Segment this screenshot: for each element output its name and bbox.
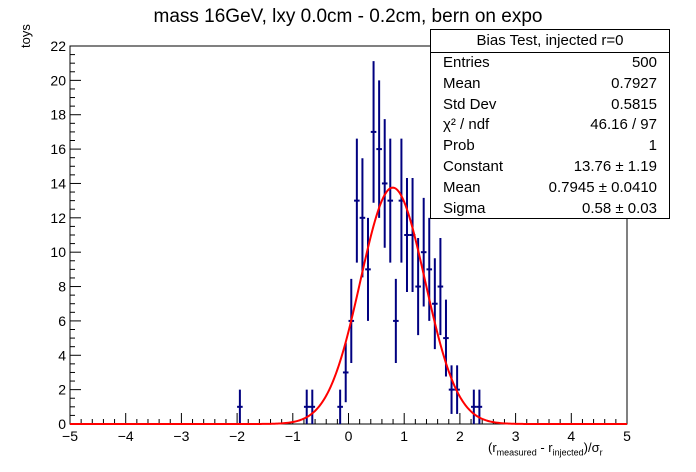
stats-row-prob: Prob 1 <box>431 136 669 157</box>
data-point <box>309 389 316 424</box>
y-tick-label: 6 <box>58 313 66 329</box>
data-point <box>370 61 377 203</box>
data-point <box>342 342 349 403</box>
stats-header: Bias Test, injected r=0 <box>431 30 669 53</box>
y-tick-label: 0 <box>58 416 66 432</box>
data-point <box>437 237 444 336</box>
stats-value: 0.7945 ± 0.0410 <box>548 178 657 196</box>
stats-label: Std Dev <box>443 95 497 113</box>
y-tick-label: 12 <box>50 210 66 226</box>
y-tick-label: 22 <box>50 38 66 54</box>
stats-label: Constant <box>443 157 504 175</box>
x-title-part: - r <box>536 440 553 455</box>
chart-title: mass 16GeV, lxy 0.0cm - 0.2cm, bern on e… <box>153 6 543 27</box>
stats-label: χ² / ndf <box>443 116 490 134</box>
y-tick-label: 4 <box>58 347 66 363</box>
x-title-sub: measured <box>496 447 537 458</box>
stats-value: 500 <box>631 54 657 71</box>
data-point <box>237 389 243 424</box>
fit-curve-group <box>70 186 627 425</box>
stats-value: 1 <box>648 137 657 155</box>
data-point <box>381 119 388 248</box>
stats-label: Entries <box>443 54 490 71</box>
data-point <box>337 389 343 424</box>
x-tick-label: 0 <box>345 428 353 444</box>
x-tick-label: −3 <box>173 428 189 444</box>
x-tick-label: −2 <box>229 428 245 444</box>
x-tick-label: −1 <box>285 428 301 444</box>
stats-row-entries: Entries 500 <box>431 53 669 74</box>
x-axis-title: (rmeasured - rinjected)/σr <box>488 440 603 458</box>
x-title-sub: r <box>599 447 603 458</box>
y-tick-label: 20 <box>50 72 66 88</box>
x-tick-label: −5 <box>62 428 78 444</box>
data-point <box>354 138 360 263</box>
data-point <box>365 217 371 321</box>
x-tick-label: 3 <box>512 428 520 444</box>
stats-row-stddev: Std Dev 0.5815 <box>431 95 669 116</box>
x-tick-label: 2 <box>456 428 464 444</box>
stats-value: 0.58 ± 0.03 <box>582 199 657 217</box>
data-point <box>432 258 438 350</box>
stats-value: 0.7927 <box>611 74 657 92</box>
stats-row-mean: Mean 0.7927 <box>431 74 669 95</box>
stats-value: 13.76 ± 1.19 <box>573 157 657 175</box>
stats-row-sigma: Sigma 0.58 ± 0.03 <box>431 199 669 220</box>
y-tick-label: 18 <box>50 107 66 123</box>
stats-row-fit-mean: Mean 0.7945 ± 0.0410 <box>431 178 669 199</box>
data-point <box>404 178 410 292</box>
fit-curve <box>70 186 627 425</box>
stats-row-constant: Constant 13.76 ± 1.19 <box>431 157 669 178</box>
stats-label: Sigma <box>443 199 486 217</box>
y-tick-label: 10 <box>50 244 66 260</box>
stats-box: Bias Test, injected r=0 Entries 500 Mean 0… <box>430 29 670 219</box>
data-point <box>471 389 477 424</box>
stats-value: 46.16 / 97 <box>590 116 657 134</box>
y-axis-title: toys <box>18 24 33 48</box>
y-tick-label: 8 <box>58 279 66 295</box>
y-tick-label: 14 <box>50 175 66 191</box>
data-point <box>387 138 394 263</box>
x-tick-label: 4 <box>567 428 575 444</box>
stats-label: Mean <box>443 178 481 196</box>
stats-value: 0.5815 <box>611 95 657 113</box>
data-point <box>420 197 427 307</box>
x-tick-label: 1 <box>400 428 408 444</box>
stats-row-chi2: χ² / ndf 46.16 / 97 <box>431 115 669 136</box>
data-point <box>393 278 399 363</box>
x-tick-label: 5 <box>623 428 631 444</box>
x-tick-label: −4 <box>118 428 134 444</box>
y-tick-label: 2 <box>58 382 66 398</box>
x-title-sub: injected <box>552 447 584 458</box>
stats-label: Mean <box>443 74 481 92</box>
data-point <box>376 80 382 218</box>
y-tick-label: 16 <box>50 141 66 157</box>
data-point <box>426 217 433 321</box>
data-point <box>448 365 455 414</box>
x-title-part: (r <box>488 440 497 455</box>
stats-label: Prob <box>443 137 475 155</box>
x-title-part: )/σ <box>583 440 600 455</box>
data-point <box>359 158 366 278</box>
